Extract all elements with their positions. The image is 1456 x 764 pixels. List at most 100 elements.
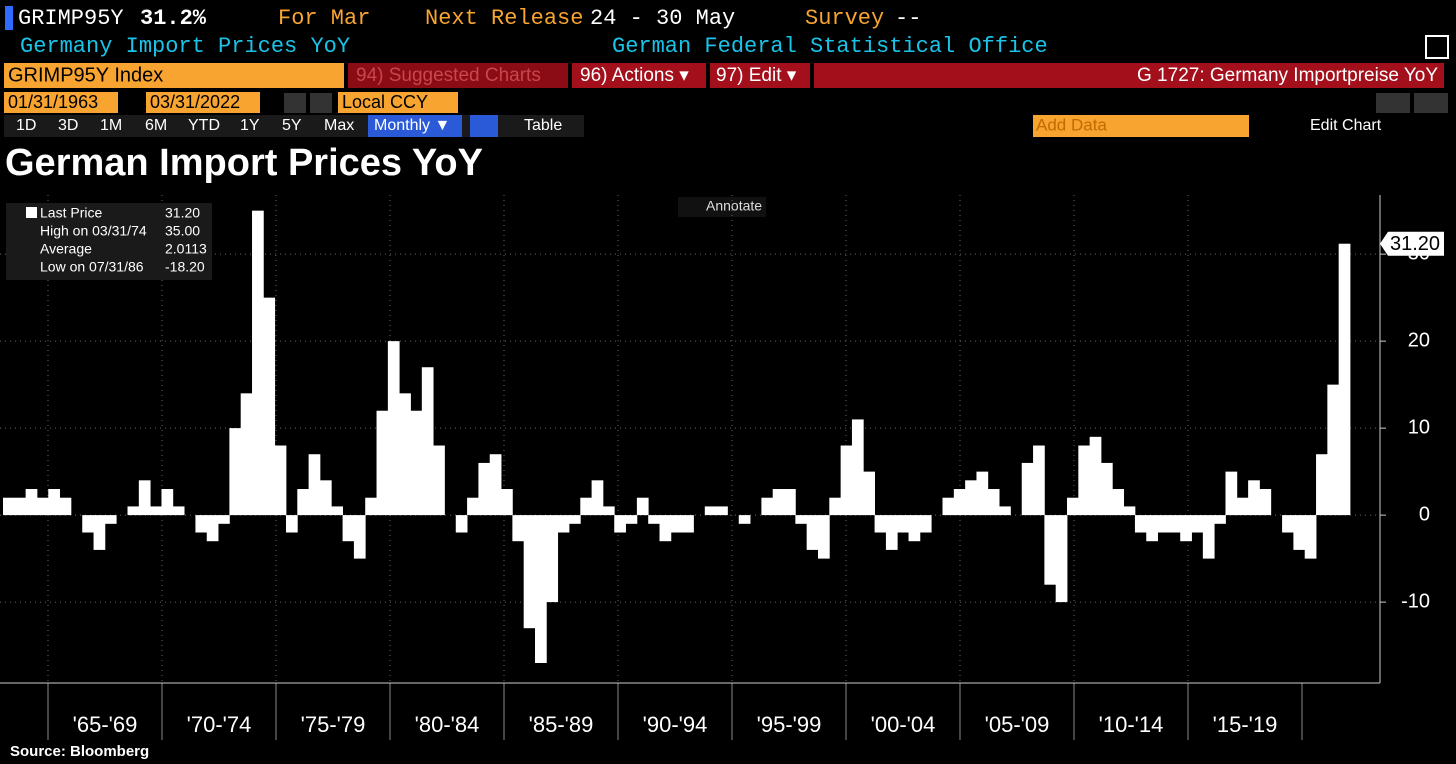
popout-icon[interactable] [1425,35,1449,59]
undo-button[interactable] [1376,93,1410,113]
bar [953,489,966,516]
bar [716,506,728,516]
bar [851,419,864,516]
bar [1078,445,1091,516]
next-release-label: Next Release [425,6,583,31]
range-button[interactable]: 1D [16,117,36,134]
range-button[interactable]: 1Y [240,117,260,134]
bar [1089,436,1102,516]
actions-button[interactable] [572,63,706,88]
edit-chart[interactable]: Edit Chart [1310,117,1382,134]
x-tick-label: '05-'09 [985,712,1050,737]
security-field[interactable] [4,63,344,88]
bar [1112,489,1125,516]
bar [478,462,491,516]
period: For Mar [278,6,370,31]
bar [557,515,570,533]
bar [1282,515,1294,533]
bar [874,515,887,533]
bar [501,489,513,516]
bar [999,506,1011,516]
add-data: Add Data [1036,115,1107,134]
bar [568,515,581,524]
range-button[interactable]: 1M [100,117,122,134]
bar [319,480,332,516]
bar [25,489,38,516]
bar [172,506,185,516]
frequency-button[interactable] [368,115,462,137]
bar [252,210,264,516]
x-tick-label: '15-'19 [1213,712,1278,737]
x-tick-label: '95-'99 [757,712,822,737]
bar [1100,462,1113,516]
bar [376,410,389,516]
next-release: 24 - 30 May [590,6,735,31]
x-tick-label: '80-'84 [415,712,480,737]
start-date-field[interactable] [4,92,118,113]
bar [535,515,547,663]
bar [342,515,355,542]
bar [1055,515,1068,603]
bar [150,506,162,516]
survey: -- [895,6,921,31]
bar [1259,489,1272,516]
range-button[interactable]: 6M [145,117,167,134]
range-button[interactable]: 3D [58,117,78,134]
table: Table [524,117,562,134]
bar [602,506,615,516]
line-chart-button[interactable] [470,115,498,137]
bar [942,497,955,516]
legend-swatch [26,207,37,218]
range-button[interactable]: Max [324,117,354,134]
bar [14,497,27,516]
bar [1248,480,1260,516]
bar [987,489,1000,516]
bar [897,515,909,533]
bar [1033,445,1045,516]
bar [772,489,785,516]
redo-button[interactable] [1414,93,1448,113]
x-tick-label: '00-'04 [871,712,936,737]
bar [36,497,49,516]
bar [1327,384,1340,516]
range-button[interactable]: YTD [188,117,220,134]
bar [580,497,593,516]
bar [1067,497,1079,516]
bar [59,497,72,516]
bar [636,497,649,516]
source-org: German Federal Statistical Office [612,34,1048,59]
bar [285,515,298,533]
bar [919,515,932,533]
end-date-field[interactable] [146,92,260,113]
suggested-button[interactable] [348,63,568,88]
currency-field[interactable] [338,92,458,113]
bar [455,515,468,533]
bar [387,341,400,516]
frequency: Monthly ▼ [374,117,450,134]
bar [784,489,796,516]
next-button[interactable] [310,93,332,113]
bar [1146,515,1158,542]
bar [795,515,808,524]
bar [1191,515,1204,533]
annotate-button[interactable] [678,197,766,217]
actions: 96) Actions ▾ [580,65,689,86]
suggested: 94) Suggested Charts [356,65,541,86]
chart-name: G 1727: Germany Importpreise YoY [1137,65,1438,86]
bar [1044,515,1057,585]
prev-button[interactable] [284,93,306,113]
currency: Local CCY [342,92,428,112]
legend-value: -18.20 [165,259,205,275]
range-button[interactable]: 5Y [282,117,302,134]
add-data-field[interactable] [1033,115,1249,137]
bar [670,515,683,533]
bar [1338,243,1351,516]
ticker-marker [5,6,13,30]
bar [1123,506,1136,516]
bar [806,515,819,550]
bar [93,515,106,550]
legend-box [6,203,212,280]
bar [1180,515,1192,542]
edit-button[interactable] [710,63,810,88]
